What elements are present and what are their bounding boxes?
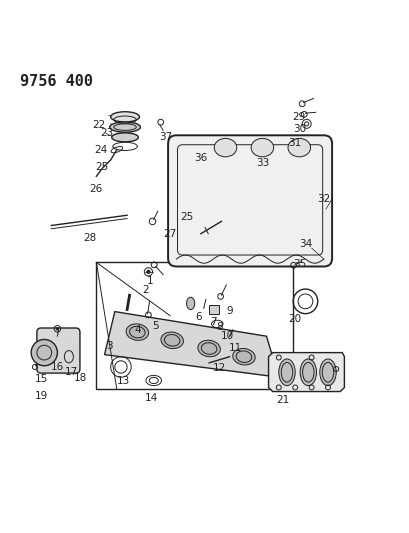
Ellipse shape [250, 139, 273, 157]
Text: 23: 23 [100, 128, 113, 138]
Text: 13: 13 [116, 376, 129, 386]
Text: 18: 18 [73, 374, 86, 383]
Polygon shape [104, 312, 278, 377]
Text: 15: 15 [34, 374, 47, 384]
FancyBboxPatch shape [37, 328, 80, 373]
Text: 6: 6 [195, 311, 202, 321]
Text: 32: 32 [317, 194, 330, 204]
Text: 33: 33 [255, 158, 268, 168]
Ellipse shape [288, 139, 310, 157]
Ellipse shape [110, 112, 139, 122]
Polygon shape [209, 305, 219, 313]
Text: 14: 14 [145, 393, 158, 403]
Text: 31: 31 [288, 138, 301, 148]
FancyBboxPatch shape [96, 262, 292, 390]
Ellipse shape [186, 297, 194, 310]
Text: 20: 20 [288, 314, 301, 324]
Text: 4: 4 [134, 325, 140, 335]
Text: 29: 29 [292, 112, 305, 122]
Text: 26: 26 [90, 183, 103, 193]
Polygon shape [268, 353, 344, 392]
Text: 21: 21 [276, 395, 289, 405]
Ellipse shape [299, 359, 316, 385]
Text: 35: 35 [292, 260, 305, 270]
Text: 19: 19 [34, 391, 47, 401]
Text: 1: 1 [146, 276, 153, 286]
Text: 28: 28 [83, 233, 97, 243]
Text: 2: 2 [142, 285, 148, 295]
Ellipse shape [110, 122, 140, 132]
Text: 9: 9 [226, 306, 232, 316]
Ellipse shape [319, 359, 335, 385]
Text: 30: 30 [292, 124, 305, 134]
Ellipse shape [126, 324, 148, 341]
Text: 34: 34 [298, 239, 311, 249]
Text: 7: 7 [209, 317, 216, 327]
Circle shape [56, 328, 58, 330]
Text: 9756 400: 9756 400 [20, 74, 93, 89]
Ellipse shape [214, 139, 236, 157]
Text: 17: 17 [65, 367, 78, 377]
Text: 24: 24 [94, 144, 107, 155]
Text: 11: 11 [229, 343, 242, 353]
Text: 16: 16 [51, 362, 64, 372]
Ellipse shape [161, 332, 183, 349]
Text: 27: 27 [163, 229, 176, 239]
Text: 22: 22 [92, 120, 105, 130]
Ellipse shape [278, 359, 294, 385]
Text: 25: 25 [95, 162, 108, 172]
Text: 12: 12 [212, 363, 225, 373]
Text: 37: 37 [159, 132, 172, 142]
Text: 25: 25 [180, 212, 193, 222]
Ellipse shape [111, 133, 138, 142]
FancyBboxPatch shape [168, 135, 331, 266]
Text: 8: 8 [216, 322, 222, 332]
Circle shape [146, 270, 150, 273]
Text: 5: 5 [152, 321, 159, 331]
Circle shape [31, 340, 57, 366]
Text: 36: 36 [194, 153, 207, 163]
Text: 3: 3 [106, 342, 113, 351]
Ellipse shape [198, 340, 220, 357]
Ellipse shape [232, 349, 254, 365]
Text: 10: 10 [220, 331, 234, 341]
